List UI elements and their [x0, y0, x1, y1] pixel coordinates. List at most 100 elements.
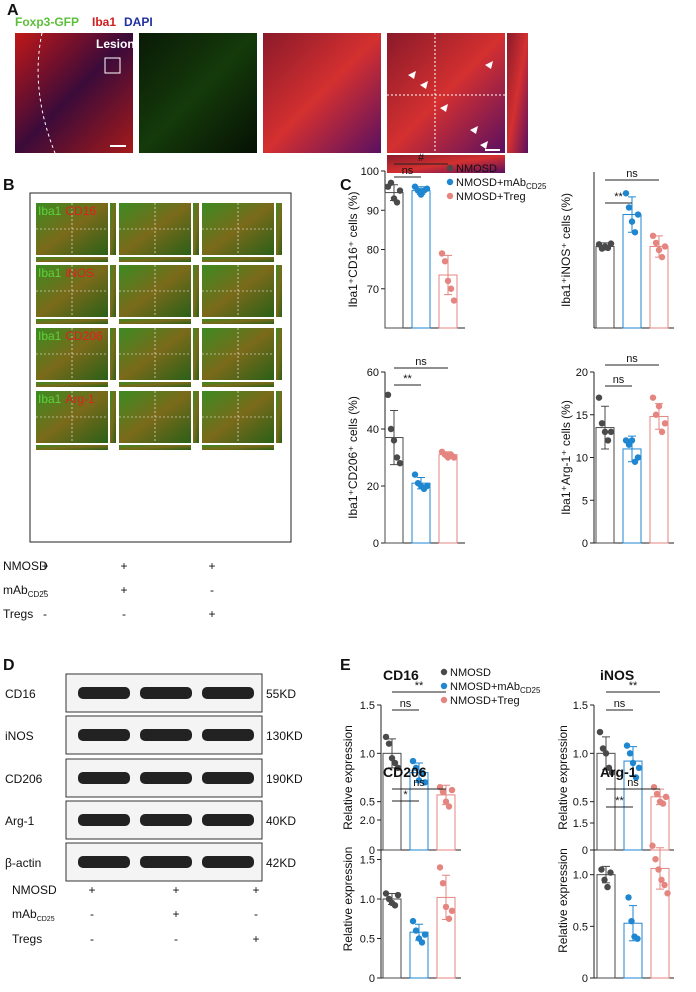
data-point: [625, 894, 632, 901]
bar: [622, 448, 642, 544]
legend-marker: [446, 164, 454, 172]
data-point: [652, 855, 659, 863]
panel-label: A: [7, 2, 19, 19]
data-point: [608, 769, 616, 776]
micrograph-side: [193, 328, 199, 380]
marker: Arg-1: [65, 392, 95, 406]
treatment-label: Tregs: [12, 932, 42, 946]
sign: -: [122, 607, 126, 621]
data-point: [391, 759, 399, 767]
data-point: [661, 243, 669, 250]
bar: [411, 190, 431, 329]
bar: [382, 898, 402, 979]
panel-label: B: [3, 177, 15, 194]
data-point: [625, 204, 633, 211]
data-point: [623, 742, 631, 749]
y-axis-label: Relative expression: [341, 847, 355, 952]
legend-label: NMOSD+Treg: [456, 191, 526, 203]
y-axis-label: Relative expression: [556, 725, 570, 830]
significance-label: ns: [613, 374, 625, 386]
micrograph-bottom: [202, 257, 274, 262]
data-point: [652, 239, 660, 247]
data-point: [601, 428, 609, 436]
micrograph-bottom: [119, 319, 191, 324]
y-tick-label: 0: [373, 538, 379, 550]
data-point: [445, 803, 453, 810]
micrograph-side: [507, 33, 528, 153]
marker: iNOS: [65, 266, 94, 280]
y-tick-label: 1.5: [360, 700, 375, 712]
micrograph-side: [193, 203, 199, 255]
y-tick-label: 40: [367, 424, 379, 436]
bar: [384, 192, 404, 329]
bar: [438, 454, 458, 544]
y-tick-label: 0.5: [360, 934, 375, 946]
data-point: [596, 728, 604, 736]
sign: +: [252, 883, 259, 897]
micrograph-side: [110, 203, 116, 255]
band: [202, 814, 254, 826]
legend-name: NMOSD+mAb: [456, 177, 526, 189]
treatment-label: mAbCD25: [3, 583, 49, 599]
y-tick-label: 15: [576, 410, 588, 422]
data-point: [448, 907, 456, 915]
sign: +: [120, 559, 127, 573]
micrograph: [139, 33, 257, 153]
chart-title: CD206: [383, 764, 427, 780]
data-point: [390, 437, 398, 444]
data-point: [634, 935, 641, 942]
y-tick-label: 1.5: [573, 700, 588, 712]
significance-label: ns: [402, 165, 414, 177]
y-tick-label: 20: [367, 481, 379, 493]
marker: CD206: [65, 329, 103, 343]
micrograph-bottom: [36, 319, 108, 324]
micrograph-bottom: [36, 382, 108, 387]
data-point: [628, 917, 635, 925]
micrograph-side: [276, 265, 282, 317]
y-tick-label: 70: [367, 284, 379, 296]
data-point: [421, 779, 429, 786]
stain-label: DAPI: [124, 15, 153, 29]
data-point: [604, 883, 611, 891]
band: [140, 772, 192, 784]
band: [140, 814, 192, 826]
y-tick-label: 60: [367, 367, 379, 379]
sign: -: [43, 607, 47, 621]
data-point: [444, 277, 452, 285]
size-label: 42KD: [266, 856, 296, 870]
band: [140, 687, 192, 699]
sign: +: [208, 559, 215, 573]
sign: +: [208, 607, 215, 621]
y-tick-label: 1.0: [573, 748, 588, 760]
treatment-label: NMOSD: [12, 883, 57, 897]
data-point: [598, 420, 606, 427]
data-point: [607, 869, 614, 876]
data-point: [411, 471, 419, 478]
y-tick-label: 1.5: [573, 818, 588, 830]
data-point: [655, 866, 662, 873]
bar: [595, 245, 615, 329]
significance-label: ns: [400, 698, 412, 710]
significance-label: **: [614, 191, 623, 203]
data-point: [394, 891, 402, 899]
panel-label: D: [3, 657, 15, 674]
band: [78, 814, 130, 826]
data-point: [629, 759, 637, 767]
data-point: [661, 881, 668, 889]
data-point: [626, 750, 634, 757]
data-point: [628, 218, 636, 225]
marker: CD16: [65, 204, 96, 218]
legend-marker: [440, 668, 448, 676]
data-point: [607, 428, 615, 436]
y-tick-label: 0.5: [573, 797, 588, 809]
panel-label: E: [340, 657, 351, 674]
data-point: [412, 927, 420, 934]
y-tick-label: 2.0: [360, 815, 375, 827]
legend-name: NMOSD: [456, 163, 497, 175]
legend-sub: CD25: [520, 686, 541, 695]
legend-marker: [440, 682, 448, 690]
treatment-label: mAbCD25: [12, 907, 55, 923]
data-point: [439, 880, 447, 887]
y-axis-label: Iba1⁺iNOS⁺ cells (%): [559, 193, 573, 307]
significance-label: **: [615, 795, 624, 807]
